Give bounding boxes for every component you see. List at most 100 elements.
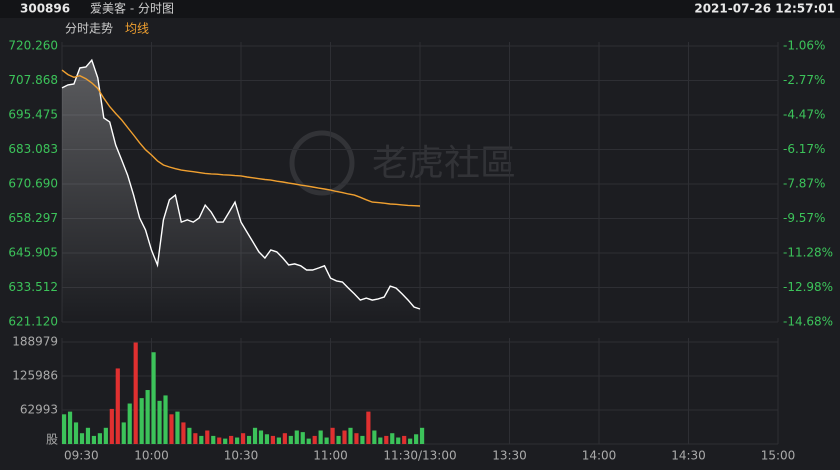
y-tick-label: 670.690 [8,177,58,191]
volume-bar [402,435,407,444]
x-tick-label: 10:30 [224,449,259,463]
y-tick-label: 707.868 [8,73,58,87]
volume-bar [229,435,234,444]
volume-bar [127,403,132,444]
volume-bar [151,352,156,444]
legend-entry: 分时走势 [65,22,113,36]
volume-bar [175,411,180,444]
y2-tick-label: -9.57% [783,211,825,225]
volume-bar [312,435,317,444]
volume-bar [79,433,85,444]
watermark-logo [289,130,355,196]
stock-code: 300896 [20,2,70,16]
y2-tick-label: -2.77% [783,73,825,87]
volume-bar [241,433,246,444]
y-tick-label: 695.475 [8,108,58,122]
y-tick-label: 633.512 [8,280,58,294]
volume-bar [62,414,67,444]
volume-bar [163,395,168,444]
volume-bar [199,435,204,444]
volume-bar [211,435,216,444]
y-tick-label: 621.120 [8,315,58,329]
volume-bar [360,435,365,444]
volume-bar [288,435,293,444]
volume-bar [169,414,174,444]
volume-bar [217,437,222,444]
volume-bar [276,437,281,444]
volume-bar [115,368,120,444]
volume-bar [366,411,371,444]
volume-bar [121,422,126,444]
volume-bar [294,430,299,444]
volume-bar [378,437,383,444]
volume-bar [205,430,210,444]
y-tick-label: 720.260 [8,39,58,53]
volume-bar [282,433,287,444]
y-tick-label: 683.083 [8,142,58,156]
volume-bar [193,433,198,444]
volume-bar [181,422,186,444]
volume-bar [73,422,79,444]
x-tick-label: 11:30/13:00 [383,449,456,463]
x-tick-label: 14:30 [671,449,706,463]
volume-bar [414,434,419,444]
volume-bar [246,435,252,444]
stock-name: 爱美客 - 分时图 [90,1,174,16]
volume-bar [342,430,347,444]
volume-bar [336,435,341,444]
y-tick-label: 658.297 [8,211,58,225]
volume-bar [157,400,162,444]
price-area [62,60,420,322]
volume-bar [264,434,270,444]
y-tick-label: 645.905 [8,246,58,260]
x-tick-label: 11:00 [313,449,348,463]
volume-bar [252,427,258,444]
volume-bar [145,390,150,444]
volume-bar [306,438,311,444]
datetime: 2021-07-26 12:57:01 [694,2,835,16]
y2-tick-label: -11.28% [783,246,833,260]
volume-bar [139,398,144,444]
x-tick-label: 09:30 [64,449,99,463]
x-tick-label: 15:00 [761,449,796,463]
volume-bar [187,427,192,444]
volume-bar [348,427,353,444]
volume-bar [109,408,114,444]
x-tick-label: 14:00 [582,449,617,463]
volume-bar [324,437,329,444]
header-bar [0,0,840,18]
volume-bar [372,430,377,444]
volume-bar [354,433,359,444]
volume-bar [85,427,91,444]
x-tick-label: 13:30 [492,449,527,463]
volume-bar [420,427,425,444]
volume-bar [91,435,97,444]
y2-tick-label: -6.17% [783,142,825,156]
volume-bar [300,432,305,444]
legend-entry: 均线 [125,22,149,36]
volume-bar [396,437,401,444]
volume-bar [235,437,240,444]
y-tick-label: 125986 [12,369,58,383]
y2-tick-label: -14.68% [783,315,833,329]
y2-tick-label: -7.87% [783,177,825,191]
volume-bar [67,411,73,444]
volume-bar [103,427,108,444]
y-tick-label: 62993 [20,403,58,417]
volume-bar [97,433,102,444]
y2-tick-label: -4.47% [783,108,825,122]
volume-bar [330,427,335,444]
volume-bar [390,433,395,444]
y-tick-label: 股 [46,433,58,447]
y-tick-label: 188979 [12,335,58,349]
volume-bar [318,430,323,444]
volume-bar [408,438,413,444]
price-line [61,58,421,310]
volume-bar [223,438,228,444]
x-tick-label: 10:00 [134,449,169,463]
y2-tick-label: -12.98% [783,280,833,294]
volume-bar [384,435,389,444]
y2-tick-label: -1.06% [783,39,825,53]
average-line [61,69,421,207]
